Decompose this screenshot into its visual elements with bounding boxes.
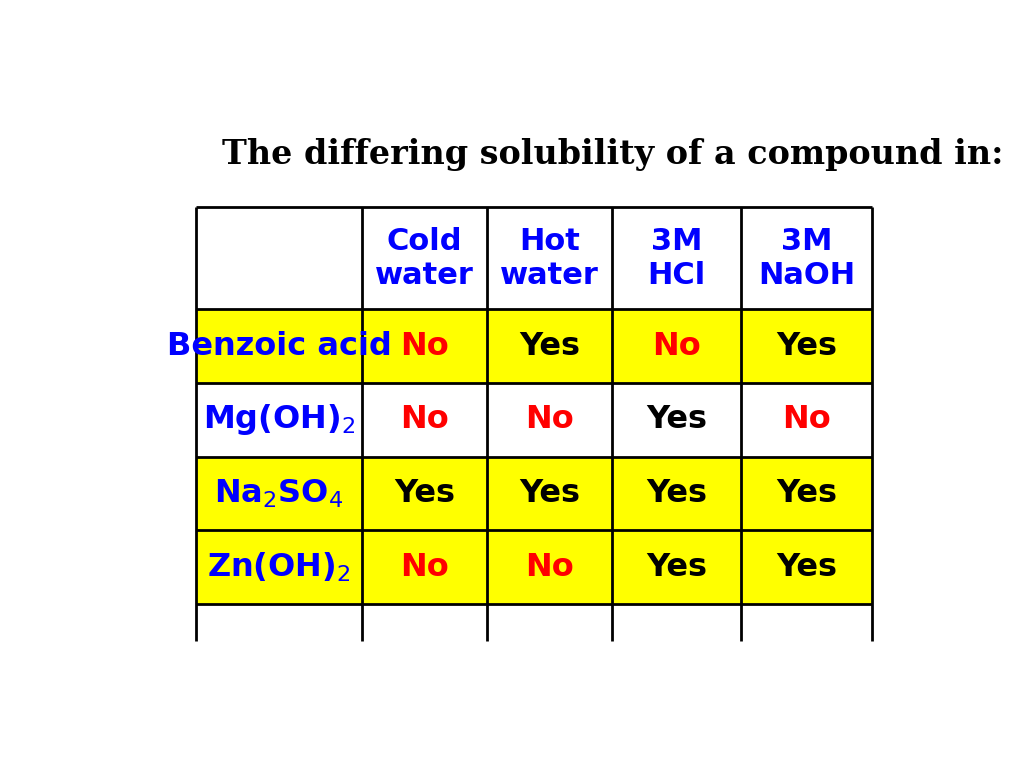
Bar (487, 207, 612, 310)
Bar (612, 383, 740, 457)
Bar (361, 383, 487, 457)
Text: No: No (782, 405, 830, 435)
Bar (487, 457, 612, 531)
Text: 3M
NaOH: 3M NaOH (758, 227, 855, 290)
Text: Yes: Yes (519, 331, 580, 362)
Bar (740, 383, 872, 457)
Bar (361, 207, 487, 310)
Bar (197, 207, 361, 310)
Bar (487, 383, 612, 457)
Text: Zn(OH)$_2$: Zn(OH)$_2$ (207, 551, 351, 584)
Bar (612, 457, 740, 531)
Bar (740, 310, 872, 383)
Text: Yes: Yes (776, 551, 837, 583)
Bar (197, 457, 361, 531)
Text: The differing solubility of a compound in:: The differing solubility of a compound i… (221, 137, 1004, 170)
Text: Benzoic acid: Benzoic acid (167, 331, 391, 362)
Bar (361, 310, 487, 383)
Bar (612, 207, 740, 310)
Bar (197, 310, 361, 383)
Text: No: No (525, 405, 573, 435)
Bar (197, 383, 361, 457)
Text: Yes: Yes (776, 331, 837, 362)
Text: Yes: Yes (646, 478, 707, 509)
Bar (197, 531, 361, 604)
Bar (487, 531, 612, 604)
Text: No: No (400, 331, 449, 362)
Text: Cold
water: Cold water (375, 227, 474, 290)
Text: Yes: Yes (646, 405, 707, 435)
Text: No: No (400, 551, 449, 583)
Bar (487, 310, 612, 383)
Bar (740, 457, 872, 531)
Text: Mg(OH)$_2$: Mg(OH)$_2$ (203, 402, 355, 437)
Bar (361, 457, 487, 531)
Text: Yes: Yes (519, 478, 580, 509)
Text: No: No (525, 551, 573, 583)
Bar (612, 310, 740, 383)
Bar (361, 531, 487, 604)
Text: Yes: Yes (646, 551, 707, 583)
Bar (612, 531, 740, 604)
Text: Na$_2$SO$_4$: Na$_2$SO$_4$ (214, 478, 344, 510)
Text: 3M
HCl: 3M HCl (647, 227, 706, 290)
Bar (740, 207, 872, 310)
Text: Yes: Yes (394, 478, 455, 509)
Text: Hot
water: Hot water (500, 227, 599, 290)
Text: No: No (400, 405, 449, 435)
Bar (740, 531, 872, 604)
Text: Yes: Yes (776, 478, 837, 509)
Text: No: No (652, 331, 700, 362)
